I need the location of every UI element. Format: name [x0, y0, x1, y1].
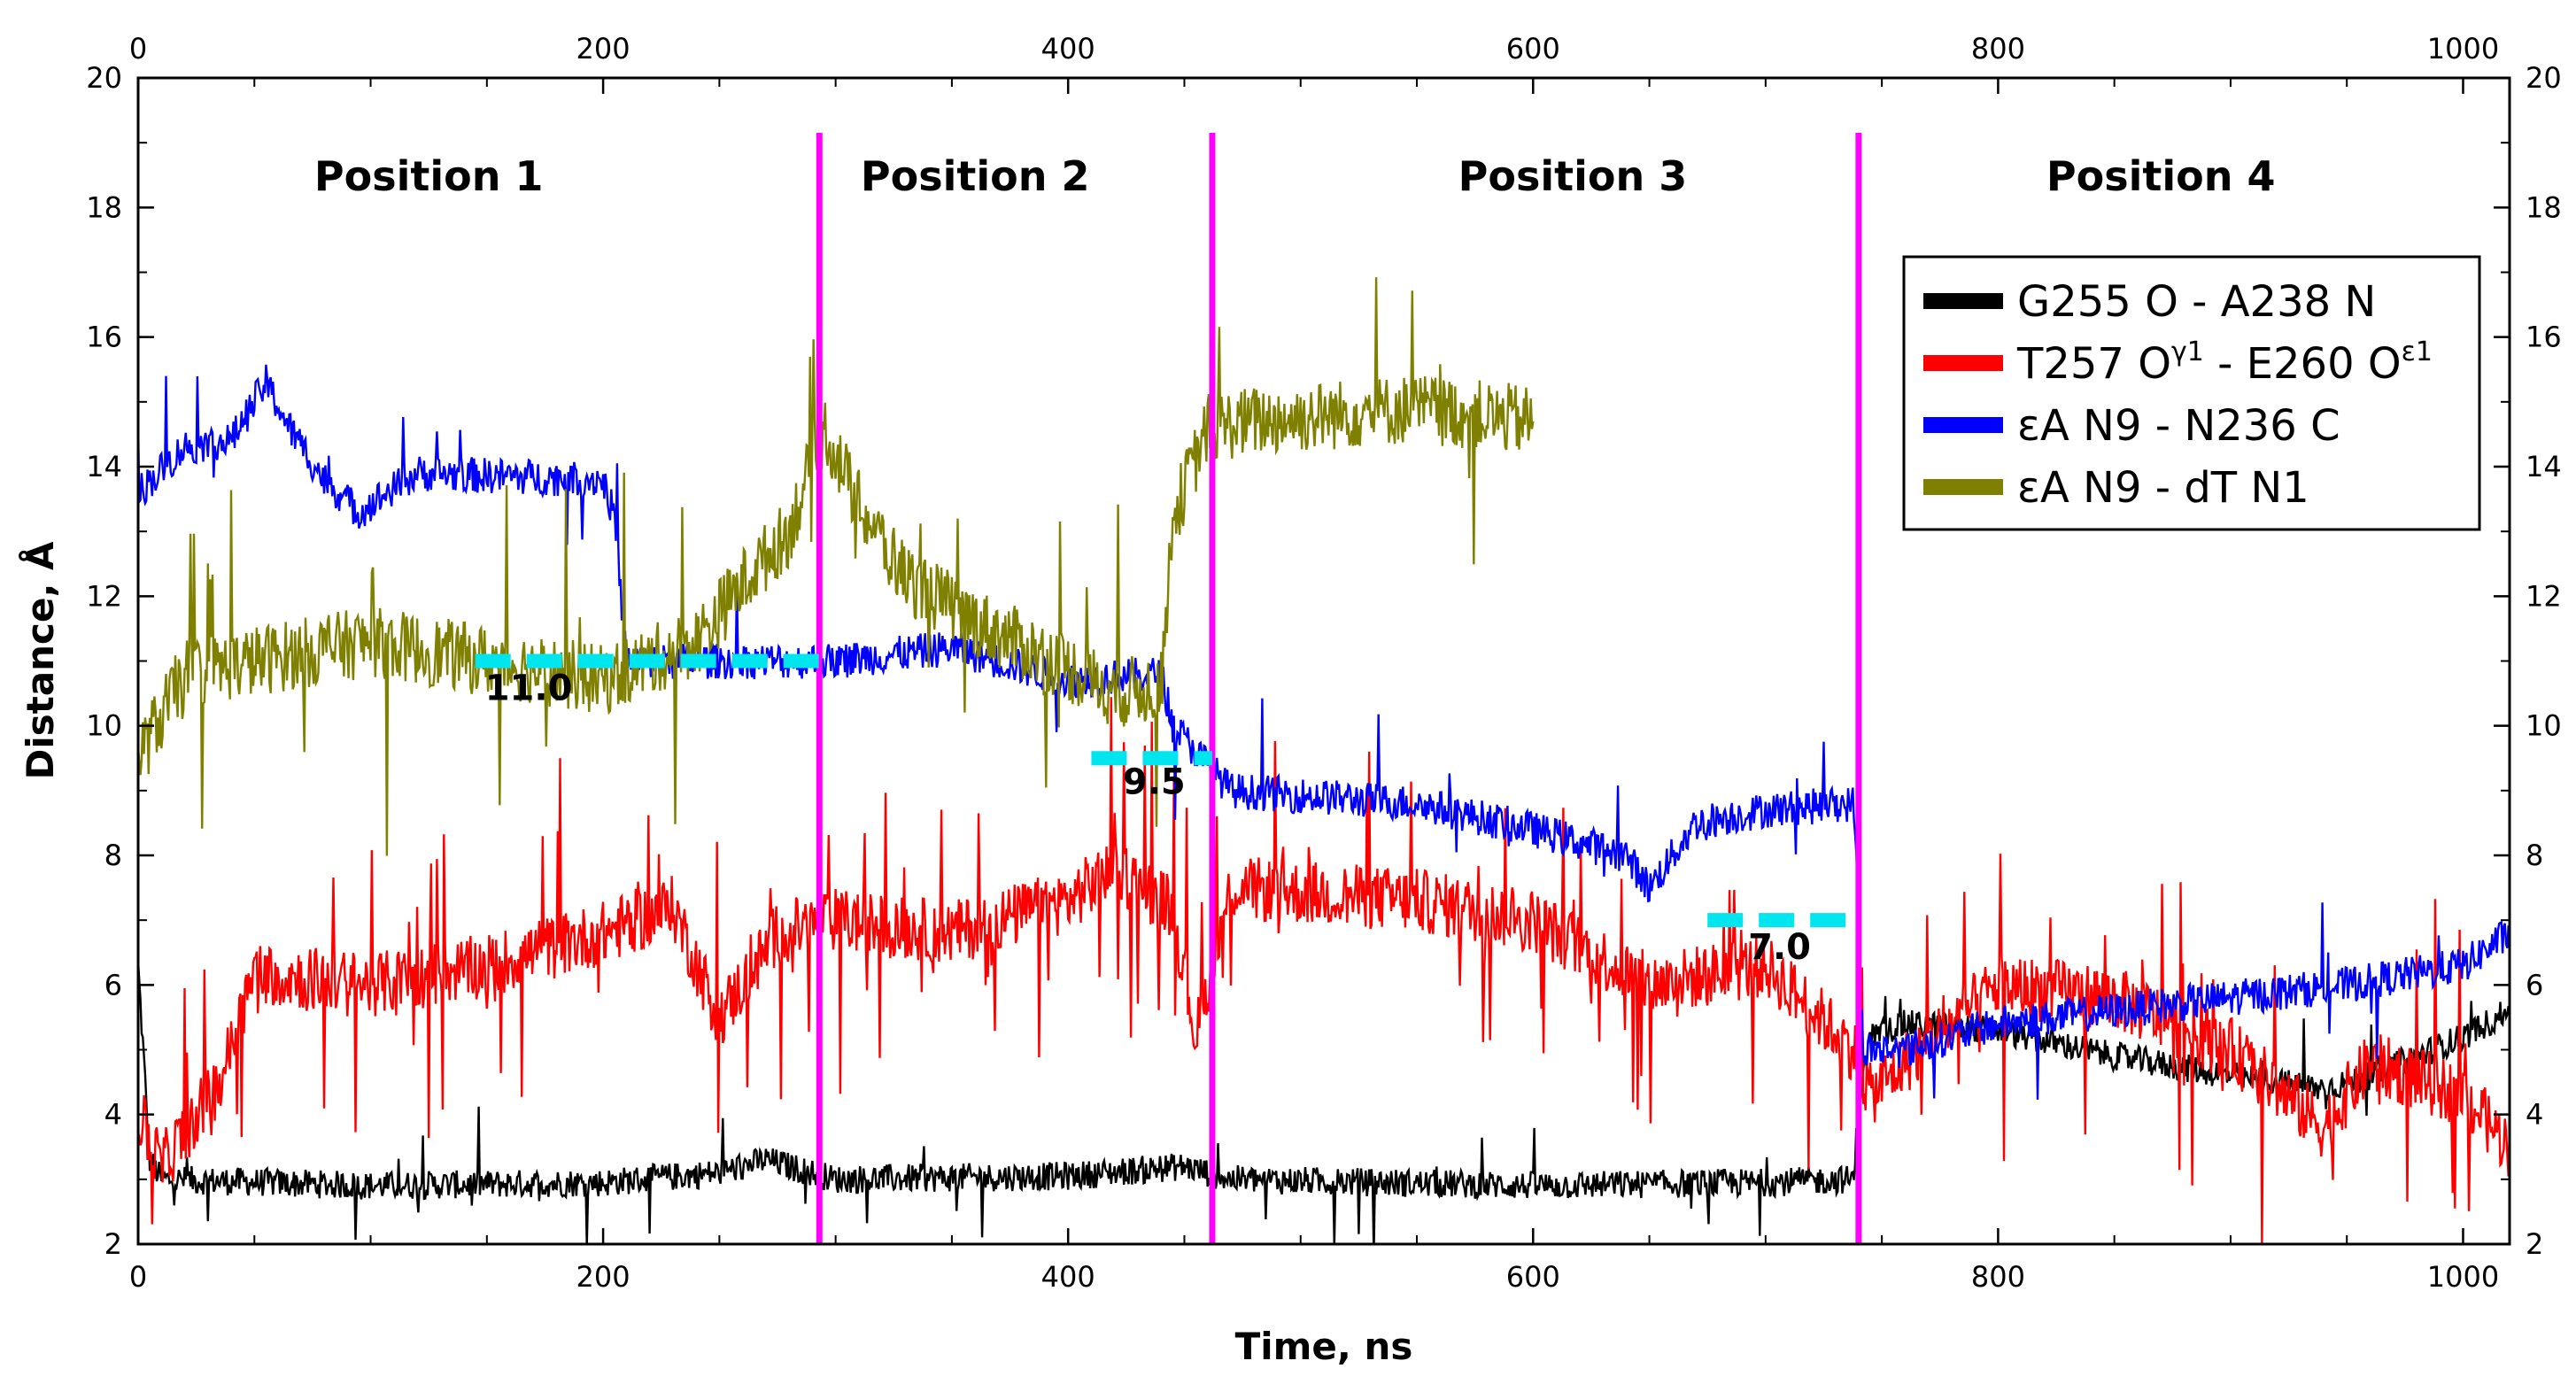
legend-label-g255-text: G255 O - A238 N — [2017, 277, 2376, 327]
x-tick-label-top: 0 — [129, 32, 147, 66]
legend-label-t257-sup2: ε1 — [2402, 336, 2433, 367]
y-tick-label-left: 4 — [104, 1098, 122, 1132]
x-tick-label-bottom: 800 — [1971, 1260, 2025, 1294]
y-tick-label-left: 8 — [104, 839, 122, 872]
reference-label-2: 9.5 — [1123, 762, 1186, 802]
y-tick-label-left: 12 — [86, 579, 122, 613]
x-tick-label-bottom: 1000 — [2427, 1260, 2499, 1294]
tick-layer: 0 0 200 200 400 400 600 600 800 800 1000 1000 2 2 4 4 6 6… — [86, 32, 2561, 1294]
x-tick-label-top: 400 — [1041, 32, 1095, 66]
x-tick-label-bottom: 600 — [1506, 1260, 1560, 1294]
x-tick-label-bottom: 0 — [129, 1260, 147, 1294]
y-tick-label-left: 18 — [86, 190, 122, 224]
y-tick-label-right: 12 — [2526, 579, 2562, 613]
series-line-4 — [138, 277, 1535, 856]
y-tick-label-right: 6 — [2526, 968, 2543, 1001]
y-tick-label-right: 14 — [2526, 450, 2562, 483]
y-tick-label-right: 18 — [2526, 190, 2562, 224]
legend: G255 O - A238 N T257 Oγ1 - E260 Oε1 εA N… — [1902, 255, 2481, 531]
series-line-1 — [138, 961, 2510, 1244]
y-tick-label-right: 20 — [2526, 61, 2562, 95]
reference-layer: 11.0 9.5 7.0 — [475, 653, 1859, 968]
reference-label-3: 7.0 — [1748, 927, 1811, 968]
y-tick-label-right: 16 — [2526, 321, 2562, 354]
legend-label-ea-dt-text: εA N9 - dT N1 — [2017, 463, 2309, 513]
y-tick-label-left: 6 — [104, 968, 122, 1001]
region-labels: Position 1 Position 2 Position 3 Positio… — [314, 152, 2276, 200]
x-tick-label-bottom: 400 — [1041, 1260, 1095, 1294]
region-label-1: Position 1 — [314, 152, 544, 200]
y-axis-title: Distance, Å — [18, 541, 62, 780]
series-line-2 — [138, 697, 2510, 1244]
legend-label-t257-mid: - E260 O — [2204, 339, 2402, 389]
y-tick-label-left: 20 — [86, 61, 122, 95]
y-tick-label-left: 16 — [86, 321, 122, 354]
boundary-layer — [816, 133, 1862, 1244]
legend-label-ea-dt: εA N9 - dT N1 — [2017, 463, 2309, 513]
y-tick-label-right: 4 — [2526, 1098, 2543, 1132]
x-axis-title: Time, ns — [1235, 1325, 1413, 1368]
region-label-4: Position 4 — [2046, 152, 2276, 200]
y-tick-label-left: 14 — [86, 450, 122, 483]
legend-label-t257-sup1: γ1 — [2171, 336, 2204, 367]
legend-label-g255: G255 O - A238 N — [2017, 277, 2376, 327]
x-tick-label-top: 200 — [576, 32, 630, 66]
legend-label-ea-n236: εA N9 - N236 C — [2017, 401, 2340, 451]
region-label-2: Position 2 — [861, 152, 1090, 200]
legend-label-t257: T257 Oγ1 - E260 Oε1 — [2016, 336, 2433, 389]
reference-label-1: 11.0 — [485, 668, 573, 708]
x-tick-label-top: 600 — [1506, 32, 1560, 66]
series-line-3 — [138, 364, 2510, 1100]
x-tick-label-top: 1000 — [2427, 32, 2499, 66]
x-tick-label-top: 800 — [1971, 32, 2025, 66]
x-tick-label-bottom: 200 — [576, 1260, 630, 1294]
y-tick-label-right: 10 — [2526, 709, 2562, 743]
y-tick-label-left: 10 — [86, 709, 122, 743]
legend-label-ea-n236-text: εA N9 - N236 C — [2017, 401, 2340, 451]
legend-label-t257-text: T257 O — [2016, 339, 2171, 389]
series-layer — [138, 277, 2510, 1244]
y-tick-label-left: 2 — [104, 1227, 122, 1261]
region-label-3: Position 3 — [1458, 152, 1688, 200]
y-tick-label-right: 2 — [2526, 1227, 2543, 1261]
y-tick-label-right: 8 — [2526, 839, 2543, 872]
